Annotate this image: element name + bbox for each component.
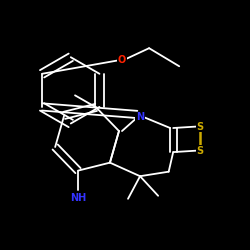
Text: NH: NH <box>70 193 86 203</box>
Text: N: N <box>136 112 144 122</box>
Text: S: S <box>197 146 204 156</box>
Text: O: O <box>118 55 126 65</box>
Text: S: S <box>197 122 204 132</box>
